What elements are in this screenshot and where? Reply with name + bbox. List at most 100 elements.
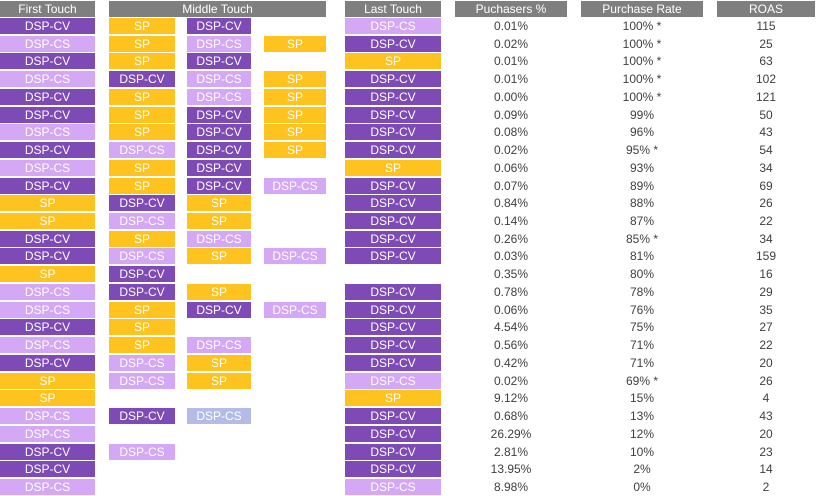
middle-touch-cell: DSP-CV: [109, 266, 175, 282]
middle-touch-cell: SP: [264, 89, 326, 105]
roas-value: 34: [759, 161, 773, 175]
middle-touch-cell: SP: [187, 213, 251, 229]
purchase-rate-value: 100% *: [622, 72, 662, 86]
header-last-touch: Last Touch: [345, 1, 441, 17]
last-touch-cell: DSP-CS: [345, 18, 441, 34]
purchasers-value: 0.02%: [493, 143, 529, 157]
first-touch-cell: DSP-CS: [0, 479, 95, 495]
roas-value: 50: [759, 108, 773, 122]
asterisk-marker: *: [653, 37, 662, 51]
purchasers-value: 0.07%: [493, 179, 529, 193]
middle-touch-cell: DSP-CV: [109, 408, 175, 424]
roas-value: 102: [755, 72, 777, 86]
middle-touch-cell: SP: [187, 373, 251, 389]
purchase-rate-value: 0%: [633, 480, 651, 494]
purchase-rate-value: 93%: [629, 161, 655, 175]
middle-touch-cell: DSP-CS: [109, 373, 175, 389]
middle-touch-cell: DSP-CS: [109, 248, 175, 264]
purchase-rate-value: 13%: [629, 409, 655, 423]
middle-touch-cell: SP: [109, 124, 175, 140]
roas-value: 43: [759, 125, 773, 139]
purchasers-value: 0.78%: [493, 285, 529, 299]
first-touch-cell: DSP-CV: [0, 89, 95, 105]
roas-value: 29: [759, 285, 773, 299]
middle-touch-cell: DSP-CV: [109, 284, 175, 300]
purchasers-value: 0.56%: [493, 338, 529, 352]
first-touch-cell: DSP-CS: [0, 284, 95, 300]
asterisk-marker: *: [653, 90, 662, 104]
middle-touch-cell: DSP-CS: [264, 178, 326, 194]
first-touch-cell: DSP-CV: [0, 248, 95, 264]
last-touch-cell: DSP-CV: [345, 142, 441, 158]
middle-touch-cell: SP: [109, 36, 175, 52]
first-touch-cell: DSP-CV: [0, 53, 95, 69]
first-touch-cell: DSP-CV: [0, 142, 95, 158]
middle-touch-cell: DSP-CS: [264, 302, 326, 318]
header-purchase-rate: Purchase Rate: [581, 1, 703, 17]
last-touch-cell: SP: [345, 160, 441, 176]
middle-touch-cell: DSP-CS: [187, 71, 251, 87]
middle-touch-cell: SP: [264, 142, 326, 158]
middle-touch-cell: DSP-CS: [109, 444, 175, 460]
purchase-rate-value: 96%: [629, 125, 655, 139]
last-touch-cell: DSP-CV: [345, 178, 441, 194]
middle-touch-cell: SP: [264, 36, 326, 52]
purchasers-value: 13.95%: [490, 462, 532, 476]
purchase-rate-value: 71%: [629, 356, 655, 370]
roas-value: 2: [762, 480, 770, 494]
roas-value: 159: [755, 249, 777, 263]
purchasers-value: 0.01%: [493, 54, 529, 68]
purchase-rate-value: 81%: [629, 249, 655, 263]
first-touch-cell: DSP-CS: [0, 337, 95, 353]
roas-value: 20: [759, 427, 773, 441]
last-touch-cell: DSP-CV: [345, 461, 441, 477]
header-first-touch: First Touch: [0, 1, 95, 17]
purchase-rate-value: 95% *: [625, 143, 659, 157]
first-touch-cell: DSP-CS: [0, 71, 95, 87]
roas-value: 20: [759, 356, 773, 370]
first-touch-cell: DSP-CV: [0, 319, 95, 335]
first-touch-cell: DSP-CV: [0, 231, 95, 247]
middle-touch-cell: SP: [264, 107, 326, 123]
middle-touch-cell: DSP-CV: [187, 53, 251, 69]
roas-value: 115: [756, 19, 776, 33]
first-touch-cell: DSP-CV: [0, 461, 95, 477]
middle-touch-cell: SP: [264, 124, 326, 140]
middle-touch-cell: DSP-CS: [187, 36, 251, 52]
first-touch-cell: SP: [0, 195, 95, 211]
roas-value: 69: [759, 179, 773, 193]
first-touch-cell: DSP-CV: [0, 355, 95, 371]
purchasers-value: 0.06%: [493, 303, 529, 317]
purchase-rate-value: 88%: [629, 196, 655, 210]
last-touch-cell: SP: [345, 53, 441, 69]
last-touch-cell: DSP-CS: [345, 479, 441, 495]
purchasers-value: 0.08%: [493, 125, 529, 139]
purchase-rate-value: 76%: [629, 303, 655, 317]
middle-touch-cell: SP: [187, 355, 251, 371]
header-purchasers: Puchasers %: [455, 1, 567, 17]
purchasers-value: 0.01%: [493, 72, 529, 86]
purchasers-value: 0.35%: [493, 267, 529, 281]
last-touch-cell: DSP-CV: [345, 107, 441, 123]
first-touch-cell: SP: [0, 213, 95, 229]
last-touch-cell: DSP-CV: [345, 337, 441, 353]
purchase-rate-value: 80%: [629, 267, 655, 281]
last-touch-cell: DSP-CV: [345, 195, 441, 211]
first-touch-cell: DSP-CS: [0, 160, 95, 176]
purchasers-value: 0.02%: [493, 374, 529, 388]
asterisk-marker: *: [650, 143, 659, 157]
purchase-rate-value: 87%: [629, 214, 655, 228]
roas-value: 34: [759, 232, 773, 246]
middle-touch-cell: DSP-CS: [109, 142, 175, 158]
first-touch-cell: DSP-CS: [0, 36, 95, 52]
roas-value: 14: [759, 462, 773, 476]
header-middle-touch: Middle Touch: [109, 1, 326, 17]
middle-touch-cell: DSP-CS: [187, 89, 251, 105]
first-touch-cell: DSP-CV: [0, 444, 95, 460]
middle-touch-cell: DSP-CV: [187, 107, 251, 123]
purchasers-value: 0.00%: [493, 90, 529, 104]
purchase-rate-value: 71%: [629, 338, 655, 352]
first-touch-cell: SP: [0, 373, 95, 389]
roas-value: 4: [762, 391, 770, 405]
roas-value: 35: [759, 303, 773, 317]
